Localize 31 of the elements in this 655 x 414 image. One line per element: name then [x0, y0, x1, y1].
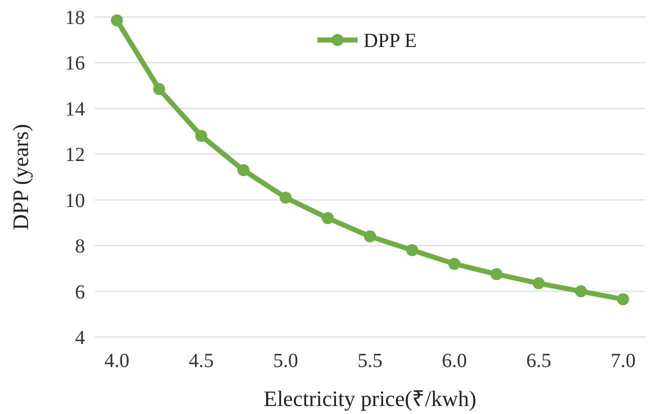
x-tick-label: 6.5 — [526, 350, 552, 372]
y-tick-label: 12 — [65, 144, 85, 166]
point — [406, 244, 418, 256]
point — [153, 83, 166, 95]
y-tick-label: 14 — [65, 98, 85, 120]
y-tick-label: 10 — [65, 190, 85, 212]
point — [490, 268, 503, 280]
x-tick-label: 5.0 — [273, 350, 298, 372]
x-tick-label: 7.0 — [610, 350, 636, 372]
x-tick-label: 6.0 — [442, 350, 467, 372]
point — [617, 293, 630, 306]
point — [280, 192, 292, 204]
y-tick-label: 8 — [75, 236, 85, 258]
x-tick-label: 5.5 — [358, 350, 382, 372]
x-axis-title: Electricity price(₹/kwh) — [264, 386, 476, 411]
point — [532, 277, 545, 290]
x-tick-label: 4.0 — [104, 350, 130, 372]
y-tick-label: 16 — [65, 52, 85, 75]
point — [322, 212, 334, 224]
y-tick-label: 18 — [65, 7, 85, 29]
point — [364, 230, 376, 242]
legend-label: DPP E — [364, 30, 417, 52]
point — [110, 14, 123, 26]
point — [237, 164, 250, 176]
y-tick-label: 4 — [75, 327, 85, 349]
y-axis-title: DPP (years) — [8, 124, 33, 230]
y-tick-label: 6 — [75, 281, 85, 304]
point — [574, 285, 587, 298]
x-tick-label: 4.5 — [188, 350, 214, 372]
point — [195, 130, 208, 142]
point — [448, 258, 460, 270]
